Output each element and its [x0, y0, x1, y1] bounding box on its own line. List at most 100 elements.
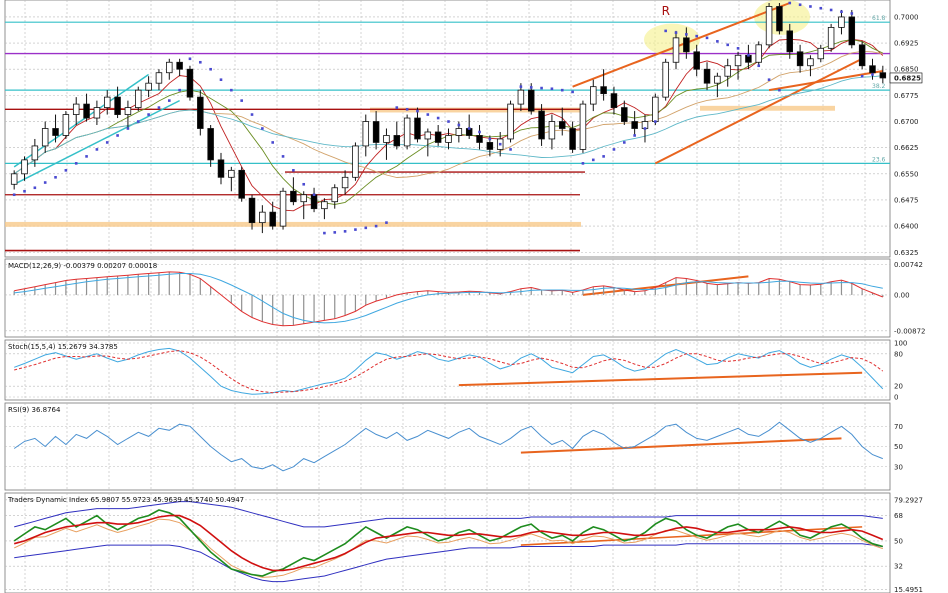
trend-channel-line [13, 99, 180, 185]
y-tick-label: 0.00742 [894, 261, 923, 269]
sar-dot [829, 8, 833, 12]
candle-body [848, 16, 856, 46]
y-tick-label: 50 [894, 537, 903, 545]
candle-body [207, 128, 214, 161]
fib-level-label: 61.8 [872, 15, 886, 22]
sar-dot [591, 158, 595, 162]
candle-body [517, 89, 525, 105]
candle-body [734, 54, 742, 67]
sar-dot [261, 127, 264, 130]
tdi-upper-band [14, 501, 883, 528]
sar-dot [302, 182, 306, 186]
rsi-line [13, 421, 883, 472]
candle-body [838, 16, 845, 28]
y-tick-label: 0.6925 [894, 40, 919, 48]
sar-dot [685, 33, 688, 36]
sar-dot [147, 113, 150, 116]
candle-body [114, 96, 121, 115]
sar-dot [819, 6, 823, 10]
sar-dot [374, 224, 378, 228]
candle-body [197, 96, 204, 129]
sar-dot [447, 120, 450, 123]
macd-title: MACD(12,26,9) -0.00379 0.00207 0.00018 [8, 262, 157, 270]
sar-dot [623, 141, 626, 144]
candle-body [559, 121, 566, 129]
candle-body [765, 6, 773, 46]
candle-body [776, 6, 783, 32]
y-tick-label: 79.2927 [894, 496, 923, 504]
candle-body [259, 211, 266, 224]
sar-dot [364, 226, 368, 230]
candle-body [548, 121, 556, 140]
sar-dot [395, 106, 399, 109]
support-zone [5, 221, 581, 227]
candle-body [31, 145, 39, 161]
sar-dot [488, 137, 492, 141]
sar-dot [695, 34, 698, 38]
candle-body [827, 27, 835, 49]
sar-dot [95, 148, 99, 151]
sar-dot [540, 86, 543, 90]
sar-dot [798, 3, 802, 7]
sar-dot [643, 127, 647, 130]
y-tick-label: 50 [894, 443, 903, 451]
candle-body [403, 117, 411, 147]
sar-dot [188, 57, 192, 61]
candle-body [103, 96, 111, 108]
sar-dot [478, 130, 481, 134]
sar-dot [209, 67, 212, 71]
candle-body [93, 107, 101, 119]
candle-body [321, 201, 328, 210]
candle-body [590, 86, 597, 105]
sar-dot [850, 12, 854, 15]
sar-dot [726, 43, 730, 47]
candle-body [807, 58, 814, 67]
sar-dot [809, 5, 812, 8]
tdi-signal-line [13, 514, 884, 572]
y-tick-label: 100 [894, 340, 907, 348]
y-tick-label: 32 [894, 563, 903, 571]
sar-dot [416, 109, 419, 113]
panel-macd [4, 258, 891, 338]
sar-dot [550, 87, 554, 91]
trend-line [768, 69, 883, 92]
sar-dot [281, 155, 285, 158]
annotation-label: R [662, 4, 670, 18]
y-tick-label: 0.6700 [894, 118, 919, 126]
candle-body [362, 121, 370, 147]
sar-dot [747, 53, 750, 57]
panel-price [4, 0, 891, 258]
candle-body [434, 131, 442, 143]
trend-channel-line [654, 57, 863, 165]
sar-dot [519, 85, 523, 88]
candle-body [383, 135, 390, 143]
sar-dot [602, 155, 605, 158]
sar-dot [467, 127, 471, 130]
candle-body [217, 159, 225, 178]
y-tick-label: 68 [894, 512, 903, 520]
resistance-zone [370, 107, 580, 113]
candle-body [145, 82, 152, 91]
sar-dot [633, 134, 636, 137]
candle-body [755, 44, 762, 63]
y-tick-label: 0 [894, 394, 898, 402]
sar-dot [240, 99, 243, 102]
sar-dot [74, 162, 78, 165]
y-tick-label: -0.00872 [894, 327, 925, 335]
sar-dot [654, 120, 657, 123]
candle-body [486, 142, 494, 150]
candle-body [352, 145, 359, 178]
candle-body [869, 65, 876, 74]
sar-dot [43, 181, 47, 184]
macd-line [14, 273, 883, 324]
sar-dot [54, 176, 57, 179]
sar-dot [292, 169, 295, 172]
sar-dot [498, 142, 502, 146]
candle-body [579, 103, 587, 150]
y-tick-label: 0.6475 [894, 196, 919, 204]
candle-body [445, 135, 452, 143]
y-tick-label: 80 [894, 350, 903, 358]
fib-level-label: 23.6 [872, 156, 886, 163]
sar-dot [219, 78, 223, 81]
tdi-lower-band [14, 543, 883, 583]
